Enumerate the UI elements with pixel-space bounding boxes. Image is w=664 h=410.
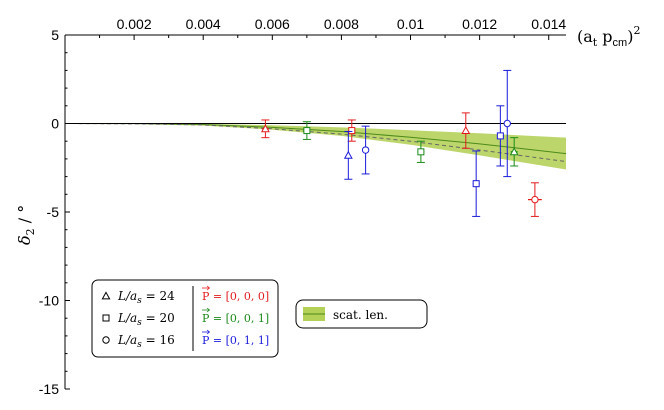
data-point xyxy=(527,182,542,217)
series-frame_001 xyxy=(302,121,519,167)
x-tick-label: 0.012 xyxy=(462,16,497,32)
series-frame_011 xyxy=(343,69,512,217)
legend-volumes-frames: L/as = 24 L/as = 20 L/as = 16 P = [0, 0, 0]… xyxy=(91,279,279,358)
vector-arrow-head xyxy=(206,329,211,335)
triangle-marker xyxy=(343,150,353,159)
legend-rows: L/as = 24 L/as = 20 L/as = 16 P = [0, 0, 0]… xyxy=(101,285,269,350)
vector-arrow-head xyxy=(206,285,211,291)
triangle-marker xyxy=(509,147,519,156)
legend-volume-label: L/as = 20 xyxy=(117,311,175,328)
fit-band-layer xyxy=(64,123,567,170)
band-legend-label: scat. len. xyxy=(333,308,388,322)
triangle-marker xyxy=(461,125,471,134)
x-tick-label: 0.002 xyxy=(117,16,152,32)
x-tick-label: 0.006 xyxy=(255,16,290,32)
x-axis-label: (at pcm)2 xyxy=(577,24,640,49)
legend-volume-label: L/as = 16 xyxy=(117,333,175,350)
data-point xyxy=(503,69,512,178)
band-legend-box xyxy=(295,299,428,329)
data-point xyxy=(461,112,471,149)
x-tick-label: 0.01 xyxy=(397,16,424,32)
vector-arrow-head xyxy=(206,307,211,313)
data-point xyxy=(472,150,481,217)
triangle-marker xyxy=(260,124,270,133)
square-marker xyxy=(303,127,311,135)
legend-frame-label: P = [0, 1, 1] xyxy=(202,334,269,347)
data-point xyxy=(509,137,519,167)
y-tick-label: -15 xyxy=(39,381,59,397)
y-tick-label: -5 xyxy=(47,204,60,220)
circle-marker xyxy=(361,146,370,154)
data-point xyxy=(347,119,356,142)
data-point xyxy=(260,119,270,139)
fit-band-area xyxy=(65,123,566,170)
data-point xyxy=(302,121,311,140)
y-tick-label: 0 xyxy=(51,116,59,132)
legend-frame-label: P = [0, 0, 0] xyxy=(202,290,269,303)
circle-marker xyxy=(531,195,539,204)
circle-marker xyxy=(102,336,110,344)
x-tick-label: 0.008 xyxy=(324,16,359,32)
y-tick-label: 5 xyxy=(51,27,59,43)
legend-frame-label: P = [0, 0, 1] xyxy=(202,312,269,325)
legend-band: scat. len. xyxy=(295,299,428,329)
square-marker xyxy=(348,127,356,135)
data-point xyxy=(416,140,425,163)
circle-marker xyxy=(503,119,511,128)
x-tick-label: 0.004 xyxy=(186,16,221,32)
square-marker xyxy=(496,132,504,140)
x-tick-label: 0.014 xyxy=(531,16,566,32)
y-tick-label: -10 xyxy=(39,293,59,309)
triangle-marker xyxy=(101,291,111,300)
data-point xyxy=(496,105,505,167)
square-marker xyxy=(102,314,110,322)
data-point xyxy=(361,125,370,175)
square-marker xyxy=(417,148,425,156)
fit-band-dashed-line xyxy=(64,123,567,163)
square-marker xyxy=(472,180,480,188)
y-axis-label: δ2 / ° xyxy=(15,205,37,245)
series-frame_000 xyxy=(260,112,542,217)
axes-layer: 0.002 0.004 0.006 0.008 0.01 0.012 0.014 5 0 -5 -1… xyxy=(39,16,567,397)
legend-volume-label: L/as = 24 xyxy=(117,289,175,306)
legend-box xyxy=(91,279,279,358)
data-points-layer xyxy=(260,69,542,217)
data-point xyxy=(343,130,353,180)
